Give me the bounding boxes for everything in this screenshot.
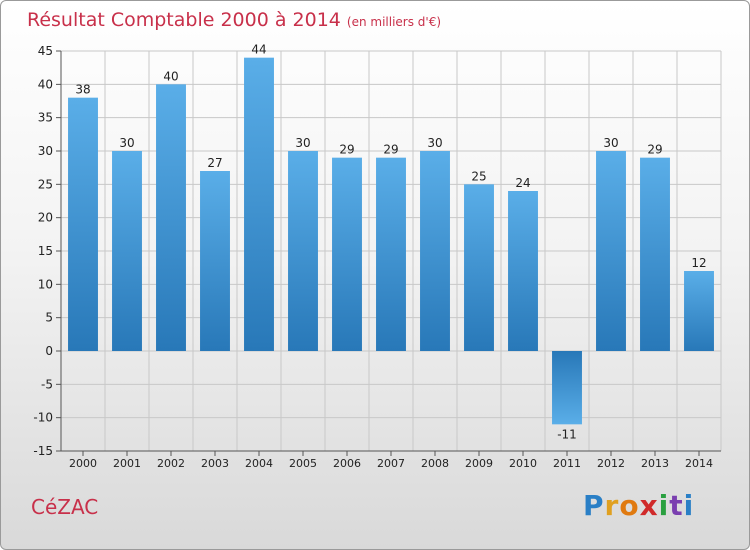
y-tick-label: -10 — [33, 411, 53, 425]
data-label-2013: 29 — [647, 143, 662, 157]
y-tick-label: 25 — [38, 177, 53, 191]
data-label-2006: 29 — [339, 143, 354, 157]
chart-title: Résultat Comptable 2000 à 2014 (en millie… — [27, 9, 441, 31]
axes — [56, 50, 721, 456]
bar-2008 — [420, 151, 450, 351]
data-label-2007: 29 — [383, 143, 398, 157]
data-label-2004: 44 — [251, 43, 266, 57]
data-label-2014: 12 — [691, 256, 706, 270]
bars — [68, 57, 714, 425]
data-label-2001: 30 — [119, 136, 134, 150]
logo-letter: t — [669, 489, 684, 522]
logo-letter: r — [604, 489, 620, 522]
labels: -15 -10 -5 0 5 10 15 20 25 30 35 40 45 2000 38 2001 30 20… — [33, 43, 713, 470]
x-tick-label-2012: 2012 — [597, 457, 625, 470]
bar-2014 — [684, 271, 714, 351]
x-tick-label-2004: 2004 — [245, 457, 273, 470]
y-tick-label: 35 — [38, 111, 53, 125]
bar-2000 — [68, 97, 98, 352]
bar-2011 — [552, 351, 582, 425]
data-label-2000: 38 — [75, 83, 90, 97]
city-name: CéZAC — [31, 495, 99, 519]
x-tick-label-2005: 2005 — [289, 457, 317, 470]
bar-2004 — [244, 57, 274, 352]
chart-subtitle: (en milliers d'€) — [346, 15, 442, 29]
x-tick-label-2010: 2010 — [509, 457, 537, 470]
y-tick-label: -15 — [33, 444, 53, 458]
x-tick-label-2007: 2007 — [377, 457, 405, 470]
y-tick-label: -5 — [41, 377, 53, 391]
data-label-2010: 24 — [515, 176, 530, 190]
x-tick-label-2009: 2009 — [465, 457, 493, 470]
y-tick-label: 40 — [38, 77, 53, 91]
bar-2010 — [508, 191, 538, 351]
logo-letter: i — [658, 489, 670, 522]
x-tick-label-2011: 2011 — [553, 457, 581, 470]
logo-letter: P — [583, 489, 605, 522]
bar-2007 — [376, 157, 406, 351]
x-tick-label-2013: 2013 — [641, 457, 669, 470]
bar-2002 — [156, 84, 186, 351]
x-tick-label-2001: 2001 — [113, 457, 141, 470]
x-tick-label-2002: 2002 — [157, 457, 185, 470]
logo-letter: o — [619, 489, 640, 522]
data-label-2009: 25 — [471, 169, 486, 183]
data-label-2011: -11 — [557, 427, 577, 441]
y-tick-label: 0 — [45, 344, 53, 358]
bar-2009 — [464, 184, 494, 351]
x-tick-label-2006: 2006 — [333, 457, 361, 470]
logo-letter: i — [683, 489, 695, 522]
bar-2006 — [332, 157, 362, 351]
y-tick-label: 30 — [38, 144, 53, 158]
data-label-2012: 30 — [603, 136, 618, 150]
y-tick-label: 10 — [38, 277, 53, 291]
data-label-2002: 40 — [163, 69, 178, 83]
logo-letter: x — [639, 489, 659, 522]
proxiti-logo: Proxiti — [583, 489, 694, 522]
data-label-2008: 30 — [427, 136, 442, 150]
y-tick-label: 20 — [38, 211, 53, 225]
bar-2005 — [288, 151, 318, 351]
bar-2013 — [640, 157, 670, 351]
data-label-2005: 30 — [295, 136, 310, 150]
x-tick-label-2003: 2003 — [201, 457, 229, 470]
y-tick-label: 5 — [45, 311, 53, 325]
x-tick-label-2014: 2014 — [685, 457, 713, 470]
bar-2001 — [112, 151, 142, 351]
y-tick-label: 45 — [38, 44, 53, 58]
x-tick-label-2000: 2000 — [69, 457, 97, 470]
x-tick-label-2008: 2008 — [421, 457, 449, 470]
data-label-2003: 27 — [207, 156, 222, 170]
title-text: Résultat Comptable 2000 à 2014 — [27, 9, 341, 31]
bar-2003 — [200, 171, 230, 351]
y-tick-label: 15 — [38, 244, 53, 258]
bar-2012 — [596, 151, 626, 351]
